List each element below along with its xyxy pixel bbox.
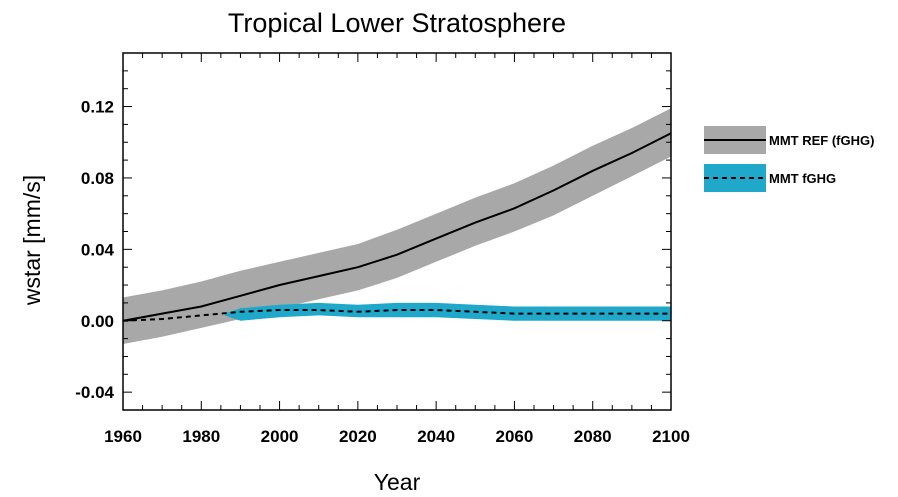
series-2-band xyxy=(224,302,671,321)
legend: MMT REF (fGHG) MMT fGHG xyxy=(704,126,874,192)
y-tick-label: 0.12 xyxy=(81,98,114,117)
x-tick-label: 2100 xyxy=(652,427,690,446)
x-tick-label: 2000 xyxy=(261,427,299,446)
x-tick-label: 1960 xyxy=(104,427,142,446)
x-tick-label: 2060 xyxy=(496,427,534,446)
series-1-band xyxy=(123,108,671,344)
x-tick-label: 2080 xyxy=(574,427,612,446)
x-tick-label: 2020 xyxy=(339,427,377,446)
y-tick-label: 0.08 xyxy=(81,169,114,188)
x-tick-label: 2040 xyxy=(417,427,455,446)
x-tick-label: 1980 xyxy=(182,427,220,446)
legend-label-2: MMT fGHG xyxy=(769,171,836,186)
y-tick-label: 0.00 xyxy=(81,312,114,331)
y-axis-label: wstar [mm/s] xyxy=(19,175,45,306)
series-1-line xyxy=(123,132,671,322)
y-tick-label: 0.04 xyxy=(81,240,115,259)
x-axis-label: Year xyxy=(374,469,421,495)
y-tick-label: -0.04 xyxy=(75,383,114,402)
data-layer xyxy=(123,108,671,344)
plot-area: 1960 1980 2000 2020 2040 2060 2080 2100 -0.04 0.0… xyxy=(75,52,690,446)
series-2-line xyxy=(123,309,671,322)
legend-label-1: MMT REF (fGHG) xyxy=(769,133,874,148)
chart-title: Tropical Lower Stratosphere xyxy=(228,8,566,38)
